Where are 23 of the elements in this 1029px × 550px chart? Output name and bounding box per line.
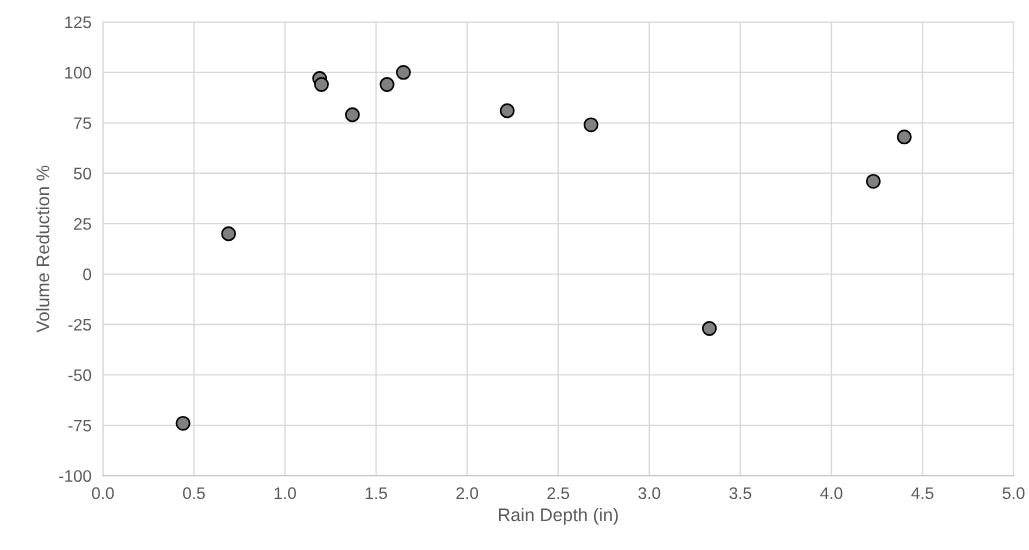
x-tick-label: 2.0 — [456, 487, 479, 500]
x-tick-label: 5.0 — [1002, 487, 1025, 500]
x-tick-label: 1.5 — [365, 487, 387, 500]
x-tick-label: 3.5 — [729, 487, 752, 500]
y-tick-label: 50 — [73, 167, 92, 180]
y-tick-label: 25 — [74, 218, 92, 230]
x-axis-title: Rain Depth (in) — [499, 507, 618, 525]
y-tick-label: 75 — [74, 117, 92, 130]
y-tick-label: -50 — [68, 369, 92, 382]
x-tick-label: 2.5 — [547, 487, 570, 500]
y-tick-label: -100 — [59, 470, 92, 482]
y-tick-label: -75 — [68, 419, 92, 432]
y-tick-label: 100 — [65, 66, 92, 79]
x-tick-label: 0.0 — [91, 487, 114, 500]
x-tick-label: 3.0 — [638, 487, 661, 500]
y-tick-label: 0 — [83, 268, 92, 281]
x-tick-label: 1.0 — [274, 487, 296, 500]
x-tick-label: 4.0 — [820, 487, 843, 500]
x-tick-label: 0.5 — [183, 487, 205, 500]
y-tick-label: -25 — [68, 318, 92, 331]
y-axis-title: Volume Reduction % — [36, 165, 50, 333]
x-tick-label: 4.5 — [911, 487, 934, 500]
y-tick-label: 125 — [65, 16, 92, 29]
